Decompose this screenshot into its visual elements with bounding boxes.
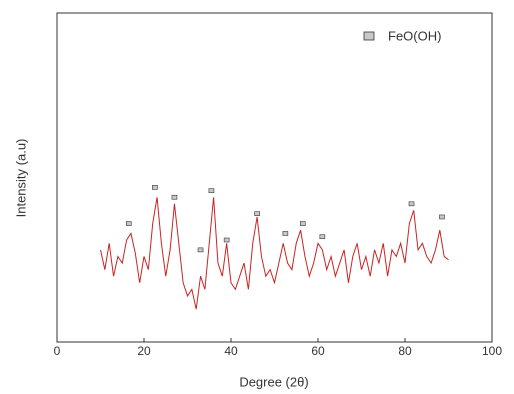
data-line: [100, 197, 449, 310]
plot-frame: [56, 12, 493, 343]
legend-label: FeO(OH): [388, 28, 441, 43]
y-axis-label: Intensity (a.u): [13, 139, 28, 218]
peak-marker: [152, 185, 158, 190]
peak-marker: [223, 237, 230, 243]
peak-marker: [171, 194, 178, 200]
peak-marker: [439, 214, 445, 220]
peak-marker: [197, 247, 204, 253]
peak-marker: [299, 221, 306, 226]
legend-swatch: [363, 31, 375, 41]
x-tick-label: 0: [54, 344, 61, 358]
peak-marker: [408, 201, 415, 207]
x-tick-label: 60: [311, 344, 325, 358]
peak-marker: [208, 188, 215, 193]
peak-marker: [125, 221, 132, 226]
x-tick-label: 40: [224, 344, 238, 358]
x-tick-label: 80: [398, 344, 412, 358]
x-axis-label: Degree (2θ): [239, 374, 308, 389]
x-tick-label: 100: [482, 344, 502, 358]
peak-marker: [282, 231, 289, 236]
peak-marker: [319, 234, 326, 240]
peak-marker: [254, 211, 260, 216]
x-tick-label: 20: [137, 344, 151, 358]
